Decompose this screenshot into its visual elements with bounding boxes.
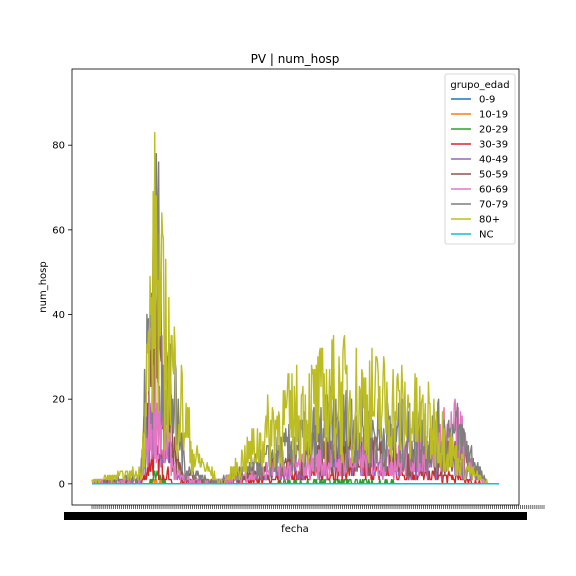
x-axis-label: fecha	[281, 524, 309, 535]
x-axis	[64, 505, 545, 520]
legend-label: 60-69	[479, 185, 508, 196]
legend-label: 40-49	[479, 155, 508, 166]
legend: grupo_edad 0-9 10-19 20-29 30-39 40-49 50-59 6…	[444, 73, 516, 245]
legend-label: 80+	[479, 215, 500, 226]
legend-label: 70-79	[479, 200, 508, 211]
y-tick-label: 80	[52, 141, 65, 152]
series-lines	[91, 131, 499, 485]
y-tick-label: 60	[52, 225, 65, 236]
legend-title: grupo_edad	[450, 80, 509, 91]
legend-label: 0-9	[479, 95, 495, 106]
legend-label: 10-19	[479, 110, 508, 121]
legend-label: 30-39	[479, 140, 508, 151]
legend-label: NC	[479, 230, 493, 241]
chart-title: PV | num_hosp	[251, 52, 340, 66]
y-tick-label: 20	[52, 395, 65, 406]
legend-label: 20-29	[479, 125, 508, 136]
y-axis-label: num_hosp	[38, 261, 49, 312]
legend-label: 50-59	[479, 170, 508, 181]
y-tick-label: 40	[52, 310, 65, 321]
y-axis: 0 20 40 60 80	[52, 141, 72, 490]
y-tick-label: 0	[59, 479, 65, 490]
x-tick-labels-overlap	[64, 512, 527, 520]
series-line-80+	[91, 131, 499, 485]
legend-box	[444, 73, 516, 245]
